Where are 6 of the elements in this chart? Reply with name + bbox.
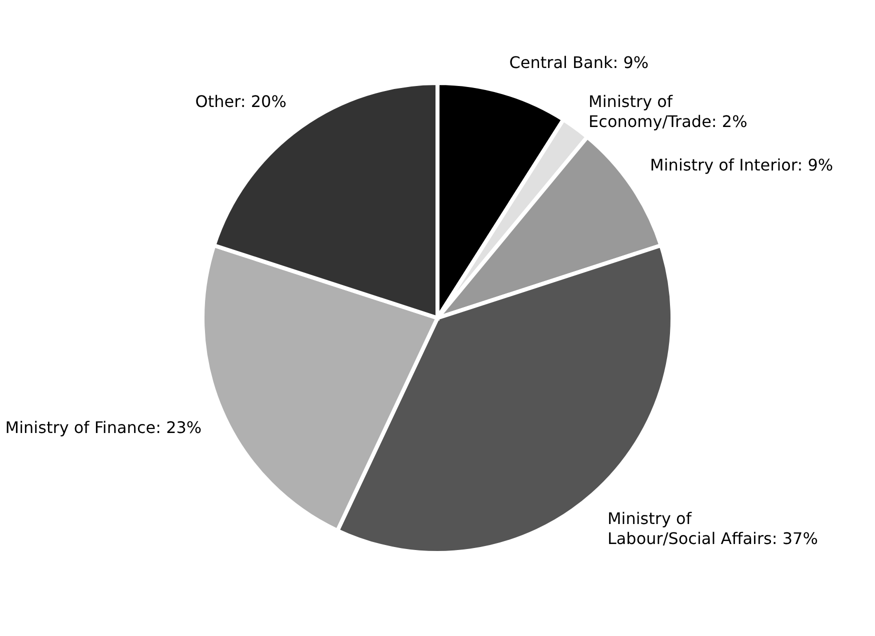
slice-label: Other: 20% [195, 92, 286, 112]
slice-label: Ministry of Finance: 23% [5, 418, 202, 438]
slice-label: Ministry of Interior: 9% [650, 156, 834, 175]
slice-label: Ministry of Economy/Trade: 2% [588, 92, 748, 132]
slice-label: Central Bank: 9% [509, 53, 649, 72]
slice-label: Ministry of Labour/Social Affairs: 37% [607, 508, 818, 548]
